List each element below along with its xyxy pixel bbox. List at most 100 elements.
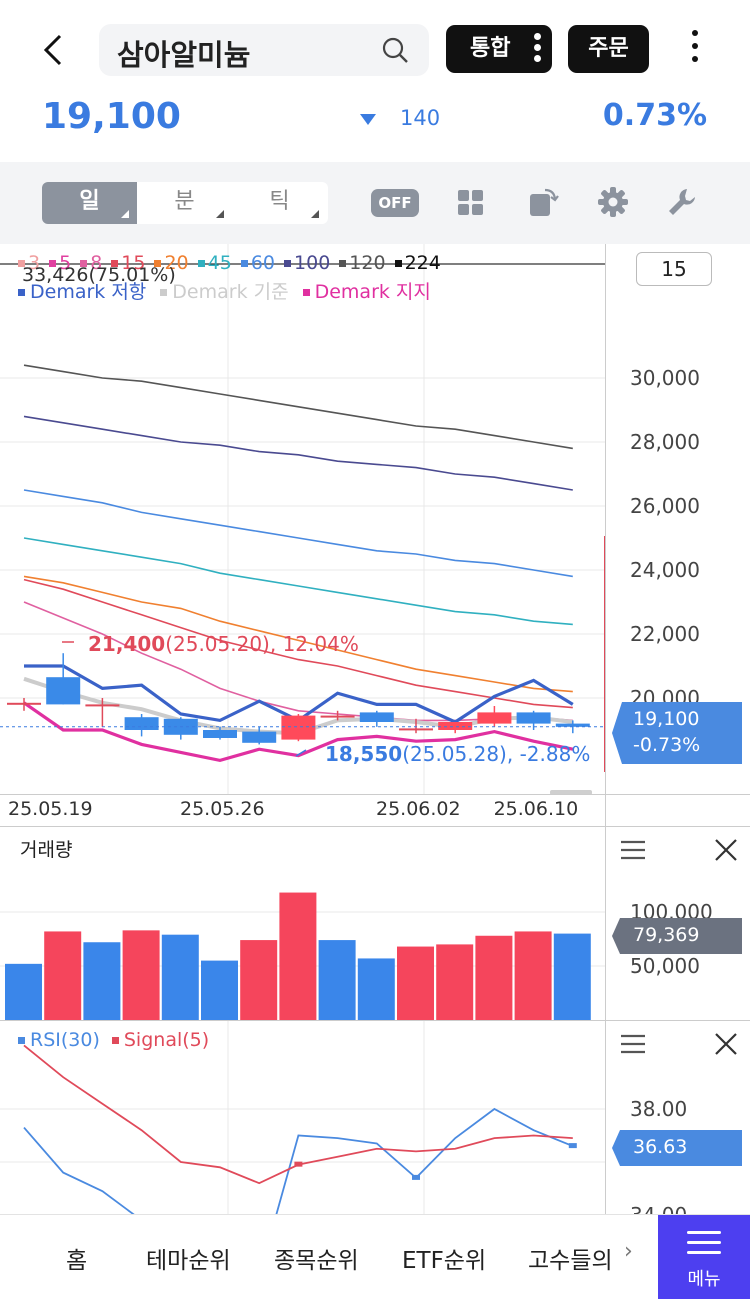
min-arrow [295,749,307,757]
volume-title: 거래량 [20,839,73,861]
date-tick-label: 25.05.26 [180,798,265,820]
rsi-legend: RSI(30) Signal(5) [18,1029,221,1051]
volume-bar [475,935,513,1020]
legend-swatch [394,260,402,267]
more-menu-icon[interactable] [688,30,702,69]
demark-legend: Demark 저항 Demark 기준 Demark 지지 [18,277,445,304]
volume-bar [318,940,356,1020]
bottom-navigation: 홈 테마순위 종목순위 ETF순위 고수들의 › 메뉴 [0,1214,750,1299]
volume-bar [397,946,434,1020]
volume-bar [514,931,552,1020]
ma-legend-item: 20 [154,252,189,274]
candle-body [203,730,237,738]
price-chart-svg[interactable] [0,244,750,827]
axis-divider [605,1021,606,1214]
volume-bar [436,944,474,1020]
rsi-line [23,1107,574,1214]
legend-swatch [18,289,25,296]
more-vertical-icon [534,33,542,66]
candle-body [359,712,394,722]
price-tick-label: 22,000 [630,622,700,646]
stock-search-box[interactable]: 삼아알미늄 [99,24,429,76]
period-tick-label: 틱 [269,189,290,214]
panel-separator [0,1020,750,1021]
stock-name: 삼아알미늄 [117,38,251,72]
period-minute-label: 분 [174,189,195,214]
current-price-tag: 19,100 -0.73% [612,702,742,764]
search-icon[interactable] [381,36,409,64]
demark-support-line [23,701,574,763]
ma-legend-label: 100 [294,252,331,274]
volume-panel[interactable]: 거래량 100,000 50,000 79,369 [0,827,750,1021]
chevron-right-icon[interactable]: › [624,1239,633,1264]
menu-button[interactable]: 메뉴 [658,1215,750,1299]
down-arrow-icon [360,114,376,125]
nav-theme-rank[interactable]: 테마순위 [146,1248,231,1274]
period-count-input[interactable]: 15 [636,252,712,286]
ma-legend-label: 20 [164,252,189,274]
integrated-button[interactable]: 통합 [446,25,552,73]
legend-swatch [111,1037,119,1044]
settings-gear-icon[interactable] [597,186,629,218]
ma-legend-item: 3 [18,252,40,274]
menu-label: 메뉴 [687,1269,721,1290]
rsi-panel[interactable]: RSI(30) Signal(5) 38.00 34.00 36.63 [0,1021,750,1214]
legend-swatch [80,260,88,267]
order-button[interactable]: 주문 [568,25,649,73]
legend-swatch [111,260,119,267]
nav-home[interactable]: 홈 [66,1248,88,1274]
scroll-thumb [550,790,592,795]
price-tick-label: 28,000 [630,430,700,454]
legend-swatch [154,260,162,267]
header: 삼아알미늄 통합 주문 [0,0,750,100]
period-day-label: 일 [79,189,100,214]
rsi-legend-item: RSI(30) [18,1029,100,1051]
ma-legend-item: 224 [394,252,441,274]
rsi-chart-svg[interactable] [0,1021,750,1214]
ma-legend: 3 5 8 15 20 45 60 100 120 224 [18,252,450,274]
ma-legend-label: 45 [207,252,232,274]
volume-bar [83,942,121,1020]
cross-marker [568,1143,577,1149]
volume-chart-svg[interactable] [0,827,750,1021]
demark-legend-item: Demark 지지 [302,281,431,303]
ma-legend-label: 224 [404,252,441,274]
demark-legend-label: Demark 저항 [30,281,147,303]
period-tick[interactable]: 틱 [232,182,327,224]
ma-line-100 [23,415,573,491]
nav-etf-rank[interactable]: ETF순위 [402,1248,487,1274]
candle-body [320,715,355,718]
volume-bar [357,958,395,1020]
panel-separator [0,826,750,827]
candle-body [399,728,433,731]
price-chart-panel[interactable]: 3 5 8 15 20 45 60 100 120 224 33,426(75.01%) Dema… [0,244,750,827]
period-day[interactable]: 일 [42,182,137,224]
candle-body [46,677,81,705]
max-price-value: 21,400 [88,632,166,656]
max-price-detail: (25.05.20), 12.04% [165,632,359,656]
wrench-icon[interactable] [666,186,698,218]
rsi-tick-label: 38.00 [630,1097,688,1121]
indicator-off-toggle[interactable]: OFF [371,189,419,217]
candle-body [7,702,41,705]
rotate-screen-icon[interactable] [527,186,559,218]
volume-bar [161,934,199,1020]
nav-experts[interactable]: 고수들의 [528,1248,613,1274]
dropdown-icon [216,210,224,218]
ma-line-45 [23,537,573,626]
ma-legend-label: 15 [121,252,146,274]
price-tick-label: 30,000 [630,366,700,390]
legend-swatch [284,260,292,267]
rsi-legend-item: Signal(5) [111,1029,209,1051]
rsi-value-tag: 36.63 [612,1130,742,1166]
price-change: 140 [400,106,441,130]
layout-grid-icon[interactable] [455,186,487,218]
demark-legend-item: Demark 기준 [160,281,289,303]
back-icon[interactable] [36,30,76,70]
ma-legend-item: 100 [284,252,330,274]
ma-legend-item: 120 [339,252,386,274]
date-tick-label: 25.05.19 [8,798,93,820]
period-minute[interactable]: 분 [137,182,232,224]
legend-swatch [160,289,168,296]
nav-stock-rank[interactable]: 종목순위 [274,1248,359,1274]
